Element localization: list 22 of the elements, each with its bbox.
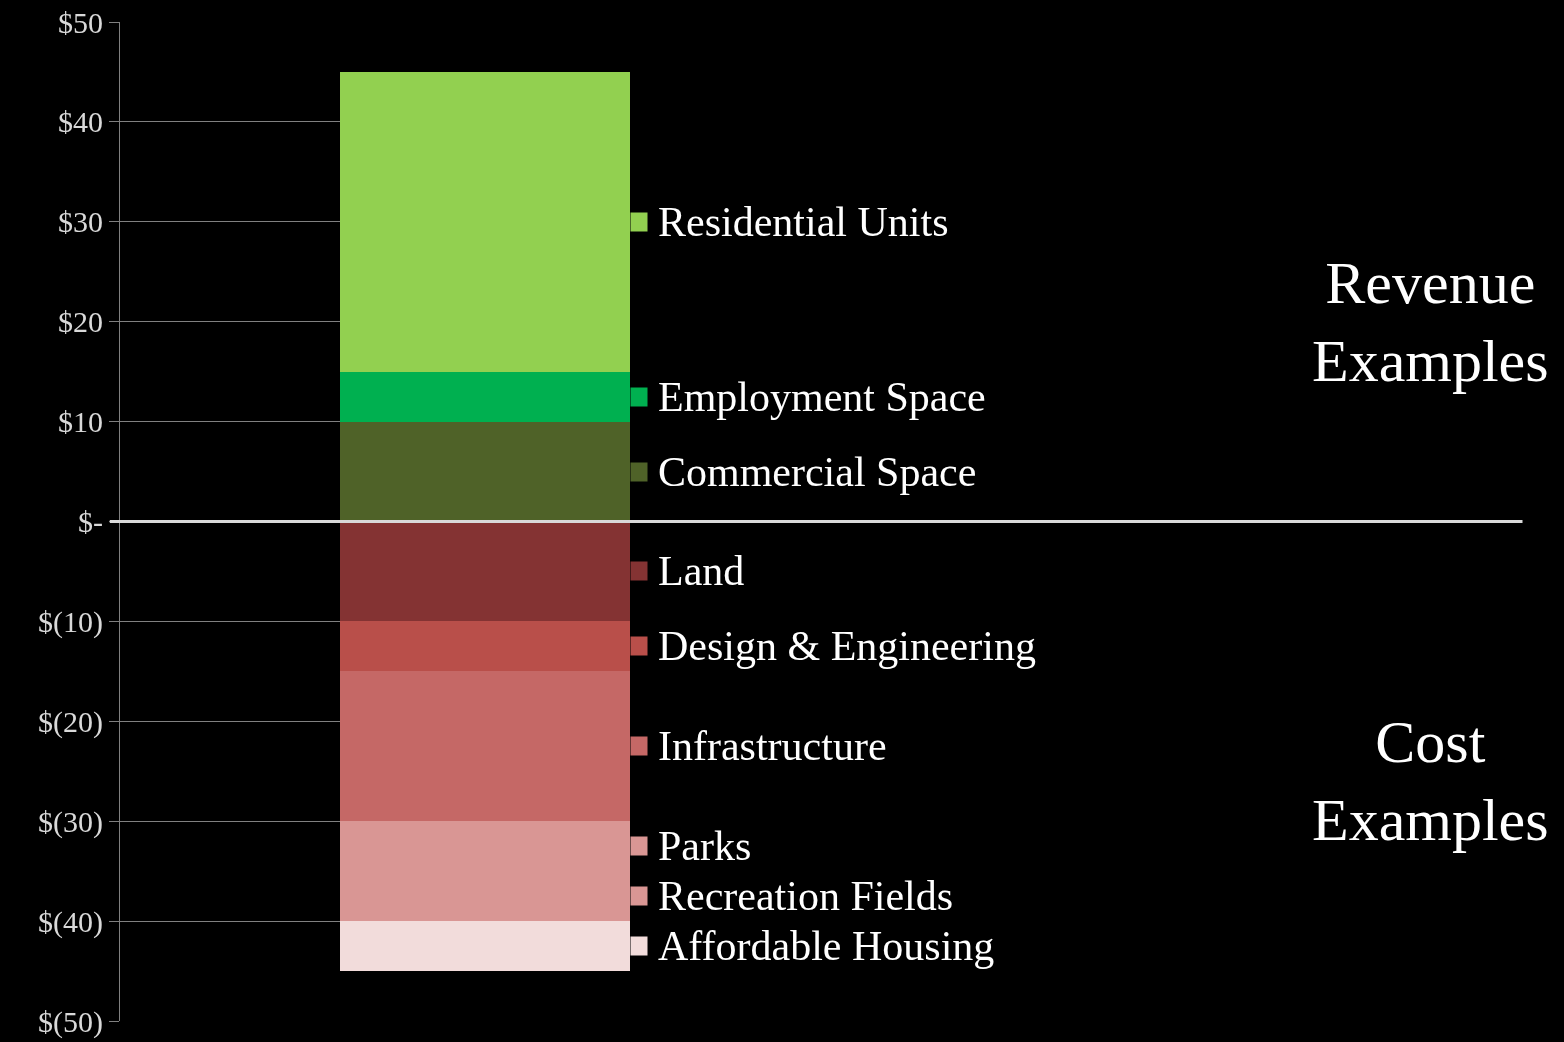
- text: Cost Examples: [1312, 709, 1549, 853]
- y-tick-label: $40: [58, 105, 103, 139]
- legend-label: Design & Engineering: [658, 623, 1036, 669]
- legend-label: Affordable Housing: [658, 923, 995, 969]
- y-tick-label: $20: [58, 305, 103, 339]
- y-tick-label: $(20): [38, 704, 103, 739]
- y-tick-label: $(40): [38, 904, 103, 939]
- legend-label: Infrastructure: [658, 723, 887, 769]
- y-tick-label: $(30): [38, 804, 103, 839]
- legend-label: Commercial Space: [658, 449, 977, 495]
- y-tick-label: $50: [58, 5, 103, 39]
- y-tick-label: $30: [58, 205, 103, 239]
- legend-label: Recreation Fields: [658, 873, 954, 919]
- y-tick-label: $-: [78, 505, 103, 538]
- legend-label: Residential Units: [658, 199, 949, 245]
- y-tick-label: $(50): [38, 1004, 103, 1039]
- text: Revenue Examples: [1312, 250, 1549, 394]
- legend-label: Land: [658, 548, 745, 594]
- y-tick-label: $(10): [38, 604, 103, 639]
- legend-label: Employment Space: [658, 374, 986, 420]
- y-tick-label: $10: [58, 405, 103, 439]
- legend-label: Parks: [658, 823, 752, 869]
